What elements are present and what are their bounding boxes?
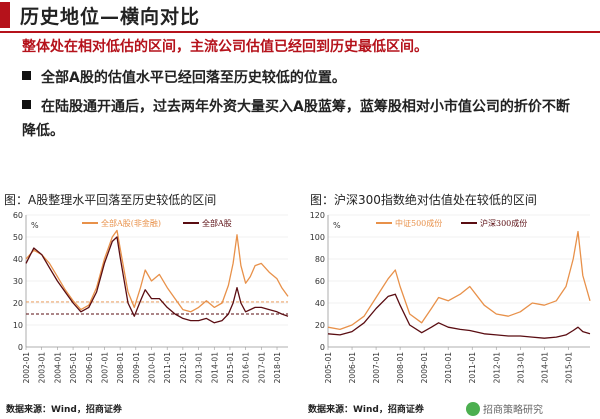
watermark: 招商策略研究 <box>466 401 543 416</box>
y-tick-label: 100 <box>310 233 325 242</box>
x-tick-label: 2002-01 <box>22 352 31 384</box>
series-line-2 <box>327 293 591 339</box>
x-tick-label: 2010-01 <box>148 352 157 384</box>
x-tick-label: 2008-01 <box>116 352 125 384</box>
x-tick-label: 2005-01 <box>324 352 333 384</box>
y-tick-label: 60 <box>13 211 23 220</box>
y-axis-label: % <box>31 221 39 230</box>
x-tick-label: 2006-01 <box>348 352 357 384</box>
source-left: 数据来源：Wind，招商证券 <box>6 405 122 415</box>
header-bar: 历史地位—横向对比 <box>0 0 600 33</box>
bullet-item: 全部A股的估值水平已经回落至历史较低的位置。 <box>22 66 346 90</box>
bullet-item: 在陆股通开通后，过去两年外资大量买入A股蓝筹，蓝筹股相对小市值公司的折价不断降低… <box>22 95 582 143</box>
x-tick-label: 2015-01 <box>564 352 573 384</box>
page-subtitle: 整体处在相对低估的区间，主流公司估值已经回到历史最低区间。 <box>22 39 428 55</box>
y-tick-label: 0 <box>18 343 23 352</box>
y-tick-label: 30 <box>13 277 23 286</box>
bullet-text: 在陆股通开通后，过去两年外资大量买入A股蓝筹，蓝筹股相对小市值公司的折价不断降低… <box>22 99 570 139</box>
x-tick-label: 2014-01 <box>210 352 219 384</box>
x-tick-label: 2009-01 <box>420 352 429 384</box>
series-line-1 <box>327 230 591 331</box>
bullet-square-icon <box>22 100 31 109</box>
legend-label: 中证500成份 <box>395 218 442 228</box>
x-tick-label: 2009-01 <box>132 352 141 384</box>
x-tick-label: 2013-01 <box>195 352 204 384</box>
header-accent-tab <box>0 2 10 28</box>
wechat-logo-icon <box>466 402 480 416</box>
x-tick-label: 2004-01 <box>53 352 62 384</box>
series-line-1 <box>25 229 289 313</box>
x-tick-label: 2008-01 <box>396 352 405 384</box>
legend-label: 全部A股(非金融) <box>101 218 161 228</box>
x-tick-label: 2003-01 <box>38 352 47 384</box>
y-tick-label: 50 <box>13 233 23 242</box>
header-rule <box>0 31 600 33</box>
chart-right-svg: 0 20 40 60 80 100 120% 2005-01 2006-01 2007-01 200… <box>310 211 591 384</box>
x-tick-label: 2016-01 <box>242 352 251 384</box>
chart-left-svg: 0 10 20 30 40 50 60% 2002-01 2003-01 2004-01 2005-… <box>13 211 289 384</box>
x-tick-label: 2017-01 <box>257 352 266 384</box>
x-tick-label: 2012-01 <box>179 352 188 384</box>
y-tick-label: 40 <box>315 299 325 308</box>
y-tick-label: 80 <box>315 255 325 264</box>
x-tick-label: 2006-01 <box>85 352 94 384</box>
x-tick-label: 2014-01 <box>540 352 549 384</box>
chart-title-left: 图：A股整理水平回落至历史较低的区间 <box>4 193 217 207</box>
x-tick-label: 2011-01 <box>163 352 172 384</box>
chart-right: 0 20 40 60 80 100 120% 2005-01 2006-01 2007-01 200… <box>306 207 598 397</box>
chart-left: 0 10 20 30 40 50 60% 2002-01 2003-01 2004-01 2005-… <box>4 207 296 397</box>
x-tick-label: 2007-01 <box>372 352 381 384</box>
x-tick-label: 2015-01 <box>226 352 235 384</box>
x-tick-label: 2011-01 <box>468 352 477 384</box>
y-tick-label: 10 <box>13 321 23 330</box>
y-tick-label: 20 <box>13 299 23 308</box>
legend-label: 全部A股 <box>202 218 232 228</box>
y-tick-label: 120 <box>310 211 325 220</box>
x-tick-label: 2012-01 <box>492 352 501 384</box>
legend-label: 沪深300成份 <box>480 218 527 228</box>
bullet-square-icon <box>22 71 31 80</box>
y-tick-label: 40 <box>13 255 23 264</box>
y-tick-label: 60 <box>315 277 325 286</box>
y-tick-label: 20 <box>315 321 325 330</box>
source-right: 数据来源：Wind，招商证券 <box>308 405 424 415</box>
bullet-text: 全部A股的估值水平已经回落至历史较低的位置。 <box>41 70 346 86</box>
chart-title-right: 图：沪深300指数绝对估值处在较低的区间 <box>310 193 537 207</box>
page-title: 历史地位—横向对比 <box>20 6 201 28</box>
x-tick-label: 2018-01 <box>273 352 282 384</box>
x-tick-label: 2013-01 <box>516 352 525 384</box>
x-tick-label: 2005-01 <box>69 352 78 384</box>
y-axis-label: % <box>333 221 341 230</box>
x-tick-label: 2010-01 <box>444 352 453 384</box>
watermark-text: 招商策略研究 <box>483 405 543 416</box>
x-tick-label: 2007-01 <box>100 352 109 384</box>
y-tick-label: 0 <box>320 343 325 352</box>
series-line-2 <box>25 236 289 324</box>
